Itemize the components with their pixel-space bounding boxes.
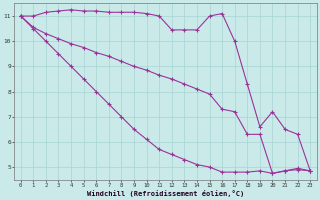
X-axis label: Windchill (Refroidissement éolien,°C): Windchill (Refroidissement éolien,°C): [87, 190, 244, 197]
